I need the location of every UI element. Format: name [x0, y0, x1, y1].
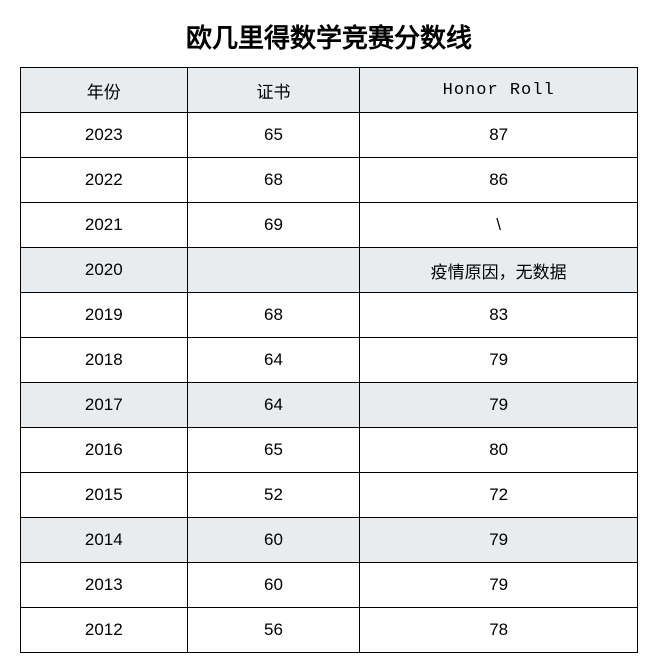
- table-title: 欧几里得数学竞赛分数线: [20, 10, 638, 67]
- cell-cert: 68: [187, 293, 360, 338]
- cell-cert: [187, 248, 360, 293]
- cell-year: 2020: [21, 248, 188, 293]
- cell-honor: 79: [360, 563, 638, 608]
- table-row: 20146079: [21, 518, 638, 563]
- table-row: 20155272: [21, 473, 638, 518]
- cell-cert: 68: [187, 158, 360, 203]
- cell-year: 2017: [21, 383, 188, 428]
- cell-honor: 80: [360, 428, 638, 473]
- cell-year: 2013: [21, 563, 188, 608]
- table-body: 2023658720226886202169\2020疫情原因，无数据20196…: [21, 113, 638, 653]
- cell-honor: 79: [360, 338, 638, 383]
- table-row: 20166580: [21, 428, 638, 473]
- cell-year: 2022: [21, 158, 188, 203]
- table-row: 202169\: [21, 203, 638, 248]
- cell-cert: 52: [187, 473, 360, 518]
- table-row: 20186479: [21, 338, 638, 383]
- cell-cert: 64: [187, 383, 360, 428]
- cell-year: 2016: [21, 428, 188, 473]
- cell-cert: 69: [187, 203, 360, 248]
- cell-year: 2015: [21, 473, 188, 518]
- cell-cert: 56: [187, 608, 360, 653]
- col-year-header: 年份: [21, 68, 188, 113]
- col-honor-header: Honor Roll: [360, 68, 638, 113]
- table-row: 20176479: [21, 383, 638, 428]
- cell-cert: 60: [187, 563, 360, 608]
- cell-year: 2021: [21, 203, 188, 248]
- cell-honor: 87: [360, 113, 638, 158]
- cell-honor: 83: [360, 293, 638, 338]
- cell-cert: 65: [187, 428, 360, 473]
- cell-honor: 79: [360, 518, 638, 563]
- cell-year: 2012: [21, 608, 188, 653]
- table-row: 20136079: [21, 563, 638, 608]
- col-cert-header: 证书: [187, 68, 360, 113]
- table-row: 20236587: [21, 113, 638, 158]
- cell-honor: 72: [360, 473, 638, 518]
- cell-honor: 78: [360, 608, 638, 653]
- table-row: 20125678: [21, 608, 638, 653]
- cell-year: 2014: [21, 518, 188, 563]
- cell-year: 2019: [21, 293, 188, 338]
- cell-cert: 64: [187, 338, 360, 383]
- cell-year: 2018: [21, 338, 188, 383]
- cell-year: 2023: [21, 113, 188, 158]
- cell-honor: 疫情原因，无数据: [360, 248, 638, 293]
- cell-honor: 79: [360, 383, 638, 428]
- table-row: 20226886: [21, 158, 638, 203]
- table-row: 2020 疫情原因，无数据: [21, 248, 638, 293]
- cell-cert: 60: [187, 518, 360, 563]
- table-row: 20196883: [21, 293, 638, 338]
- score-table: 年份 证书 Honor Roll 2023658720226886202169\…: [20, 67, 638, 653]
- cell-honor: 86: [360, 158, 638, 203]
- cell-honor: \: [360, 203, 638, 248]
- cell-cert: 65: [187, 113, 360, 158]
- header-row: 年份 证书 Honor Roll: [21, 68, 638, 113]
